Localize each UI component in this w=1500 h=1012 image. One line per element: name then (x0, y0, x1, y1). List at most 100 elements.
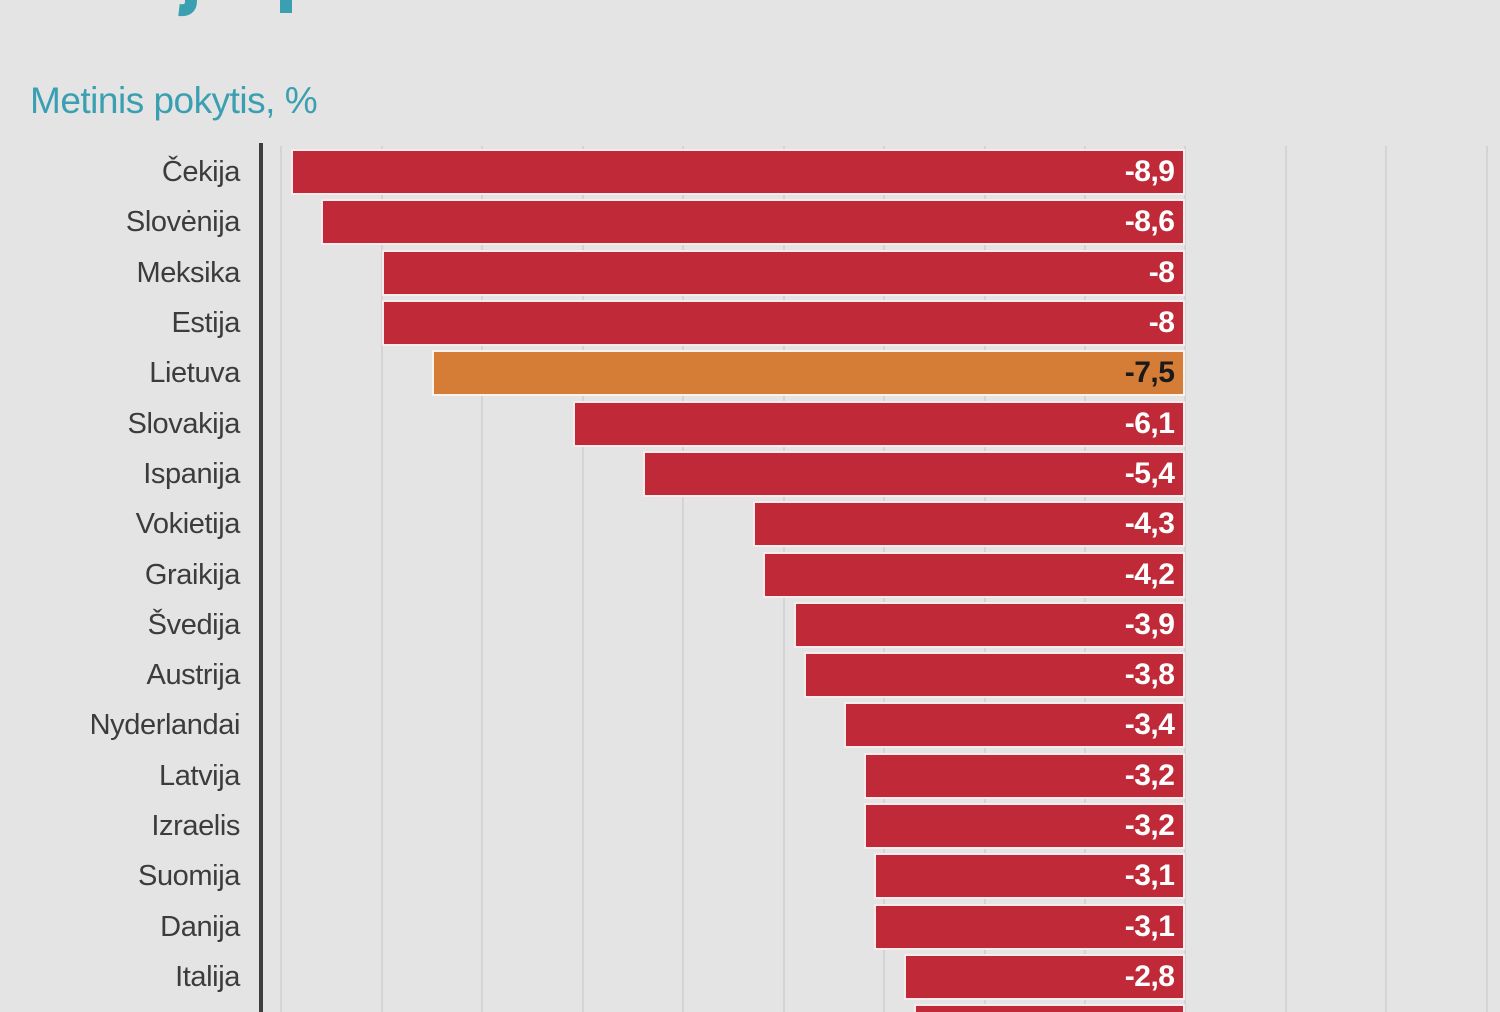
category-label: Izraelis (151, 810, 240, 843)
gridline (1485, 146, 1488, 1012)
gridline (1385, 146, 1388, 1012)
chart-row: Graikija -4,2 (0, 550, 1500, 600)
category-label: Suomija (138, 860, 240, 893)
bar-value-label: -6,1 (1124, 406, 1175, 440)
bar[interactable]: -3,2 (863, 803, 1186, 850)
chart-row: Ispanija -5,4 (0, 449, 1500, 499)
y-axis-line (259, 143, 263, 1012)
gridline (1184, 146, 1187, 1012)
category-label: Slovėnija (125, 206, 240, 239)
chart-row: Lietuva -7,5 (0, 348, 1500, 398)
bar-track: -8 (261, 298, 1500, 348)
bar[interactable]: -3,4 (843, 702, 1186, 749)
category-label: Italija (175, 961, 240, 993)
bar[interactable]: -3,8 (803, 652, 1186, 699)
chart-row: Slovėnija -8,6 (0, 197, 1500, 247)
chart-row: Austrija -3,8 (0, 650, 1500, 700)
bar-value-label: -4,3 (1124, 507, 1175, 541)
bar[interactable]: -8 (381, 249, 1186, 296)
bar-value-label: -3,1 (1124, 859, 1175, 893)
chart-row: Vokietija -4,3 (0, 499, 1500, 549)
bar-track: -7,5 (261, 348, 1500, 398)
chart-row: Suomija -3,1 (0, 851, 1500, 901)
bar[interactable]: -3,1 (873, 903, 1186, 950)
bar-value-label: -3,2 (1124, 758, 1175, 792)
category-label: Danija (160, 910, 240, 943)
bar-value-label: -8,9 (1124, 155, 1175, 188)
bar-value-label: -3,8 (1124, 658, 1175, 692)
bar-highlighted[interactable]: -7,5 (431, 350, 1186, 397)
chart-subtitle: Metinis pokytis, % (30, 80, 318, 121)
bar[interactable]: -8,9 (291, 149, 1186, 195)
bar[interactable]: -3,1 (873, 853, 1186, 900)
bar-track: -4,2 (261, 550, 1500, 600)
category-label: Ispanija (143, 457, 240, 490)
bar[interactable]: -6,1 (572, 400, 1186, 447)
category-label: Vokietija (135, 508, 241, 541)
bar-track (261, 1002, 1500, 1012)
bar[interactable]: -3,2 (863, 752, 1186, 799)
bar-value-label: -8 (1148, 255, 1175, 289)
chart-row: Danija -3,1 (0, 902, 1500, 952)
gridline (581, 146, 584, 1012)
gridline (481, 146, 484, 1012)
category-label: Austrija (146, 659, 241, 692)
chart-row: Latvija -3,2 (0, 751, 1500, 801)
chart-row: Nyderlandai -3,4 (0, 700, 1500, 750)
chart-row: Švedija -3,9 (0, 600, 1500, 650)
bar-track: -3,9 (261, 600, 1500, 650)
bar-track: -5,4 (261, 449, 1500, 499)
bar-track: -8 (261, 248, 1500, 298)
bar[interactable]: -8 (381, 299, 1186, 346)
gridline (280, 146, 283, 1012)
bar-track: -3,2 (261, 751, 1500, 801)
bar[interactable]: -4,2 (763, 551, 1186, 598)
bar-track: -8,9 (261, 147, 1500, 197)
bar[interactable]: -5,4 (642, 450, 1186, 497)
category-label: Graikija (144, 558, 241, 591)
title-descender-glyphs-icon (178, 0, 292, 17)
chart-row: Izraelis -3,2 (0, 801, 1500, 851)
bar-value-label: -3,2 (1124, 809, 1175, 843)
category-label: Slovakija (127, 407, 241, 440)
bar-track: -3,1 (261, 851, 1500, 901)
bar-value-label: -8 (1148, 305, 1175, 339)
bar[interactable]: -8,6 (321, 199, 1186, 246)
category-label: Švedija (147, 608, 241, 641)
category-label: Nyderlandai (89, 709, 241, 742)
category-label: Meksika (136, 256, 240, 289)
gridline (1284, 146, 1287, 1012)
category-label: Lietuva (149, 357, 240, 390)
bar-track: -3,2 (261, 801, 1500, 851)
bar[interactable]: -2,8 (904, 954, 1186, 1000)
category-label: Latvija (158, 759, 240, 792)
bar-value-label: -3,4 (1124, 708, 1175, 742)
bar-value-label: -5,4 (1124, 456, 1175, 490)
chart-row: Čekija -8,9 (0, 147, 1500, 197)
gridline (682, 146, 685, 1012)
bar-value-label: -3,1 (1124, 909, 1175, 943)
chart-row (0, 1002, 1500, 1012)
bar-chart: Čekija -8,9 Slovėnija -8,6 Meksika -8 Estija -8… (0, 147, 1500, 1012)
bar-value-label: -2,8 (1124, 960, 1175, 993)
chart-row: Slovakija -6,1 (0, 399, 1500, 449)
bar[interactable] (914, 1004, 1186, 1012)
bar-value-label: -4,2 (1124, 557, 1175, 591)
category-label: Čekija (161, 156, 241, 188)
bar-track: -3,8 (261, 650, 1500, 700)
category-label (0, 1002, 261, 1012)
chart-row: Meksika -8 (0, 248, 1500, 298)
gridline (380, 146, 383, 1012)
bar[interactable]: -4,3 (753, 501, 1186, 548)
bar-track: -3,4 (261, 700, 1500, 750)
bar-value-label: -3,9 (1124, 607, 1175, 641)
chart-row: Italija -2,8 (0, 952, 1500, 1002)
category-label: Estija (171, 306, 240, 339)
bar-track: -2,8 (261, 952, 1500, 1002)
bar-value-label: -8,6 (1124, 205, 1175, 239)
chart-row: Estija -8 (0, 298, 1500, 348)
bar[interactable]: -3,9 (793, 601, 1186, 648)
bar-track: -8,6 (261, 197, 1500, 247)
bar-track: -3,1 (261, 902, 1500, 952)
